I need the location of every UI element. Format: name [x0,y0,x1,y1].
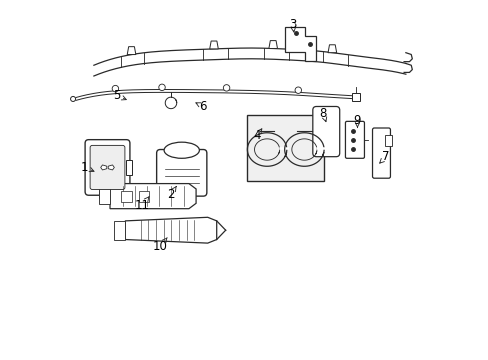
Text: 3: 3 [288,18,296,32]
Text: 4: 4 [253,129,261,142]
Circle shape [112,85,119,92]
FancyBboxPatch shape [345,121,364,158]
FancyBboxPatch shape [85,140,130,195]
Text: 5: 5 [113,89,126,102]
Polygon shape [110,184,196,209]
Bar [351,93,359,102]
Circle shape [159,84,165,91]
Text: 2: 2 [167,186,176,201]
Bar [121,191,131,202]
Text: 9: 9 [353,114,361,127]
Polygon shape [284,27,315,61]
Ellipse shape [164,142,199,158]
Polygon shape [268,41,277,49]
Bar [114,221,125,239]
Polygon shape [327,45,336,53]
Text: 7: 7 [379,150,389,163]
Bar [384,135,391,146]
Bar [247,114,324,181]
Polygon shape [108,165,114,170]
Text: 1: 1 [81,161,94,174]
Bar [126,160,132,175]
FancyBboxPatch shape [90,145,124,189]
Text: 10: 10 [152,238,167,253]
Circle shape [223,85,229,91]
Bar [99,188,110,204]
Text: 8: 8 [319,107,326,122]
Bar [139,191,149,202]
Bar [99,191,105,198]
Circle shape [294,87,301,94]
Bar [111,191,117,198]
FancyBboxPatch shape [156,149,206,196]
Text: 11: 11 [135,197,149,212]
Polygon shape [209,41,218,49]
Circle shape [70,96,76,102]
Polygon shape [127,47,136,55]
Polygon shape [101,165,106,170]
FancyBboxPatch shape [372,128,389,178]
FancyBboxPatch shape [312,107,339,157]
Polygon shape [125,217,216,243]
Text: 6: 6 [196,100,206,113]
